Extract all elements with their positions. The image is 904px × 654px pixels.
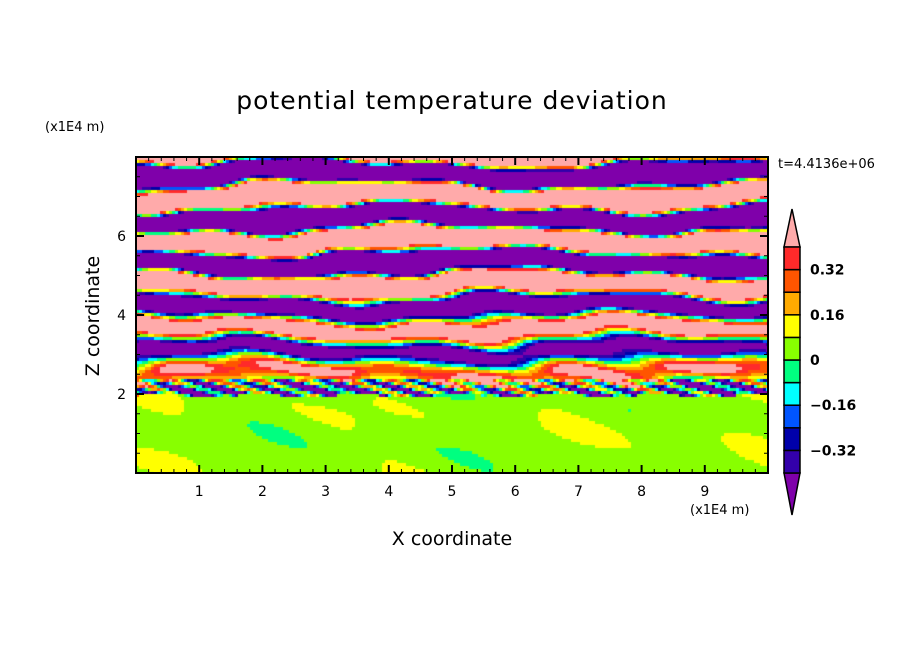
x-tick-label: 9 bbox=[700, 484, 709, 500]
x-tick-label: 2 bbox=[258, 484, 267, 500]
x-tick-label: 5 bbox=[448, 484, 457, 500]
x-axis-unit: (x1E4 m) bbox=[690, 503, 750, 518]
y-tick-label: 2 bbox=[117, 387, 126, 403]
colorbar-swatch bbox=[783, 268, 801, 293]
x-tick-label: 4 bbox=[384, 484, 393, 500]
colorbar-swatch bbox=[783, 427, 801, 452]
time-label: t=4.4136e+06 bbox=[778, 157, 875, 172]
x-tick-label: 1 bbox=[195, 484, 204, 500]
colorbar-extend-min bbox=[783, 472, 801, 516]
x-tick-label: 3 bbox=[321, 484, 330, 500]
colorbar-swatch bbox=[783, 314, 801, 339]
x-tick-label: 7 bbox=[574, 484, 583, 500]
chart-title: potential temperature deviation bbox=[236, 86, 668, 115]
x-axis-label-text: X coordinate bbox=[391, 528, 513, 550]
colorbar-label: −0.16 bbox=[810, 398, 856, 414]
colorbar-extend-max bbox=[783, 208, 801, 248]
colorbar-label: −0.32 bbox=[810, 443, 856, 459]
x-tick-label: 8 bbox=[637, 484, 646, 500]
y-tick-label: 4 bbox=[117, 308, 126, 324]
colorbar-label: 0.16 bbox=[810, 308, 845, 324]
colorbar-label: 0.32 bbox=[810, 263, 845, 279]
colorbar-swatch bbox=[783, 246, 801, 271]
x-axis-label: X coordinate bbox=[0, 528, 904, 550]
colorbar-swatch bbox=[783, 359, 801, 384]
heatmap-field bbox=[136, 157, 768, 473]
x-tick-label: 6 bbox=[511, 484, 520, 500]
colorbar-swatch bbox=[783, 291, 801, 316]
colorbar-swatch bbox=[783, 404, 801, 429]
colorbar-swatch bbox=[783, 449, 801, 474]
plot-frame bbox=[135, 156, 769, 474]
colorbar-label: 0 bbox=[810, 353, 820, 369]
y-tick-label: 6 bbox=[117, 229, 126, 245]
y-axis-unit: (x1E4 m) bbox=[45, 120, 105, 135]
colorbar-swatch bbox=[783, 381, 801, 406]
colorbar-swatch bbox=[783, 336, 801, 361]
